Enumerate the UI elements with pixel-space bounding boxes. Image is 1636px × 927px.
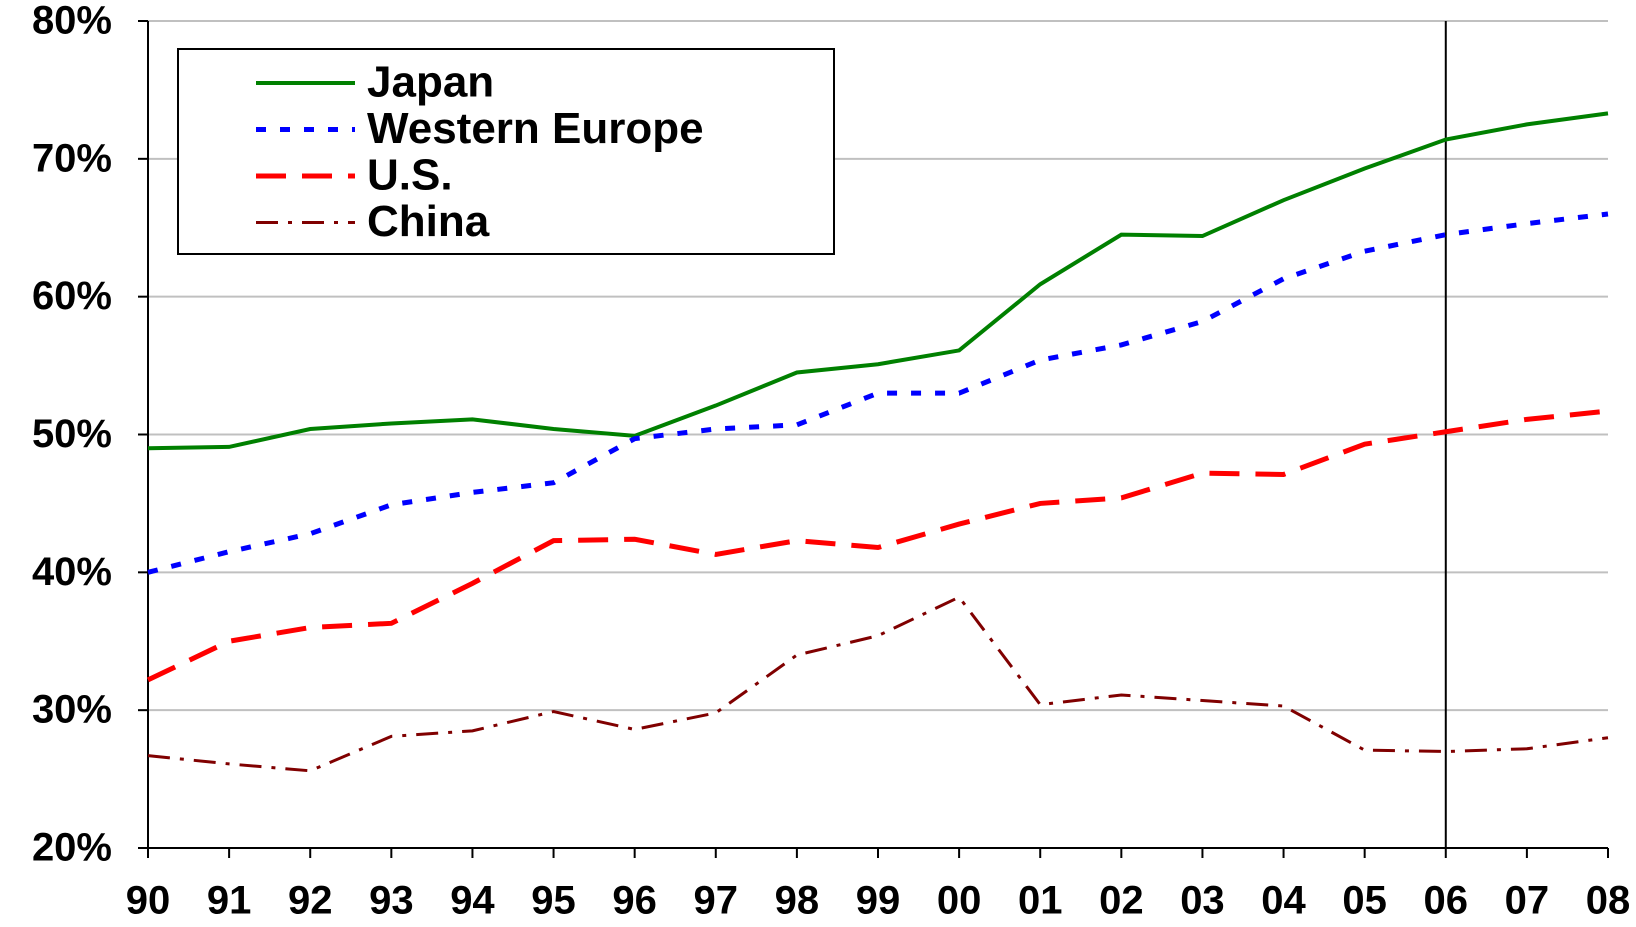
y-tick-label: 60%: [32, 274, 112, 318]
series-line: [147, 211, 1609, 575]
x-tick-label: 07: [1505, 879, 1550, 923]
legend-label: China: [367, 197, 490, 246]
legend-label: Western Europe: [367, 104, 704, 153]
x-tick-label: 00: [937, 879, 982, 923]
x-tick-label: 08: [1586, 879, 1631, 923]
x-tick-label: 90: [126, 879, 171, 923]
series-line: [147, 595, 1609, 773]
y-tick-label: 70%: [32, 136, 112, 180]
x-tick-label: 05: [1342, 879, 1387, 923]
series-line: [146, 408, 1609, 683]
y-tick-label: 80%: [32, 0, 112, 43]
x-tick-label: 97: [694, 879, 739, 923]
x-tick-label: 96: [612, 879, 657, 923]
y-tick-label: 50%: [32, 412, 112, 456]
x-tick-label: 95: [531, 879, 576, 923]
x-tick-label: 06: [1424, 879, 1469, 923]
y-tick-label: 20%: [32, 826, 112, 870]
x-tick-label: 03: [1180, 879, 1225, 923]
x-tick-label: 01: [1018, 879, 1063, 923]
y-tick-label: 40%: [32, 550, 112, 594]
x-tick-label: 99: [856, 879, 901, 923]
x-tick-label: 02: [1099, 879, 1144, 923]
x-tick-label: 92: [288, 879, 333, 923]
x-tick-label: 98: [775, 879, 820, 923]
y-tick-label: 30%: [32, 688, 112, 732]
series-line: [147, 111, 1609, 451]
x-tick-label: 91: [207, 879, 252, 923]
x-tick-label: 04: [1261, 879, 1306, 923]
legend-label: Japan: [367, 58, 494, 107]
legend-label: U.S.: [367, 151, 453, 200]
x-tick-label: 94: [450, 879, 495, 923]
x-tick-label: 93: [369, 879, 414, 923]
